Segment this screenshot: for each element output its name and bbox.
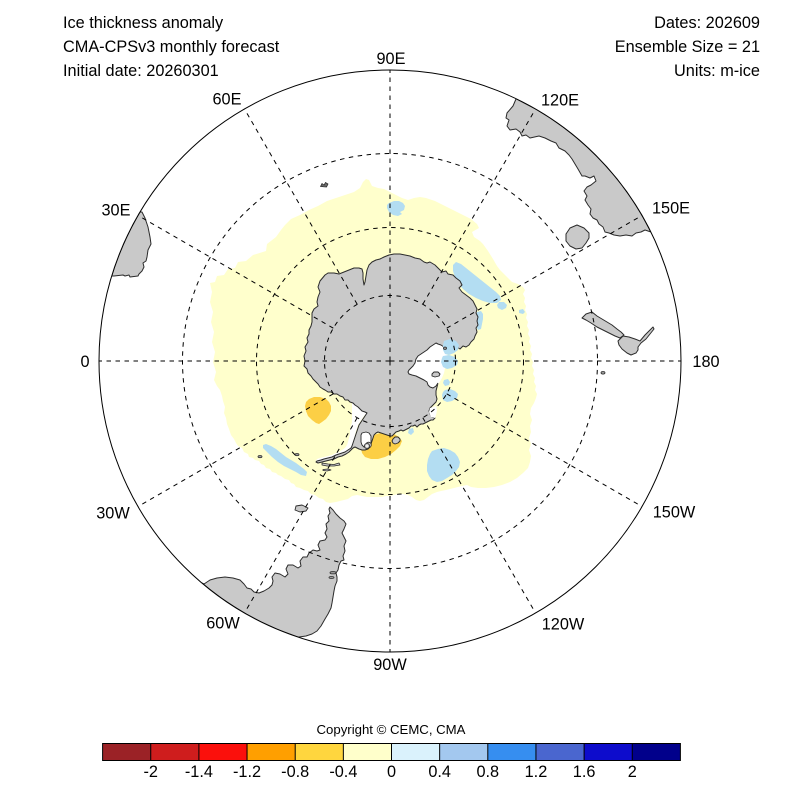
svg-text:Copyright © CEMC, CMA: Copyright © CEMC, CMA xyxy=(317,722,466,737)
svg-text:Ice thickness anomaly: Ice thickness anomaly xyxy=(63,14,224,32)
svg-text:0.8: 0.8 xyxy=(476,763,499,781)
svg-text:-2: -2 xyxy=(144,763,158,781)
svg-text:30E: 30E xyxy=(102,202,131,220)
svg-text:-1.4: -1.4 xyxy=(185,763,213,781)
svg-text:90W: 90W xyxy=(373,656,407,674)
svg-text:-0.4: -0.4 xyxy=(329,763,357,781)
svg-text:Dates: 202609: Dates: 202609 xyxy=(654,14,760,32)
svg-text:0: 0 xyxy=(387,763,396,781)
svg-text:0.4: 0.4 xyxy=(428,763,451,781)
svg-text:120W: 120W xyxy=(542,616,585,634)
svg-text:2: 2 xyxy=(628,763,637,781)
svg-text:Ensemble Size = 21: Ensemble Size = 21 xyxy=(615,38,760,56)
svg-text:60E: 60E xyxy=(213,91,242,109)
svg-text:30W: 30W xyxy=(96,505,130,523)
svg-text:90E: 90E xyxy=(377,50,406,68)
svg-text:1.6: 1.6 xyxy=(573,763,596,781)
svg-text:60W: 60W xyxy=(206,615,240,633)
svg-text:0: 0 xyxy=(80,353,89,371)
svg-text:-0.8: -0.8 xyxy=(281,763,309,781)
svg-text:-1.2: -1.2 xyxy=(233,763,261,781)
svg-text:CMA-CPSv3 monthly forecast: CMA-CPSv3 monthly forecast xyxy=(63,38,280,56)
svg-text:Initial date: 20260301: Initial date: 20260301 xyxy=(63,62,219,80)
svg-text:180: 180 xyxy=(692,353,719,371)
svg-text:150E: 150E xyxy=(652,200,690,218)
svg-text:1.2: 1.2 xyxy=(525,763,548,781)
svg-text:150W: 150W xyxy=(653,504,696,522)
svg-text:120E: 120E xyxy=(541,92,579,110)
svg-text:Units: m-ice: Units: m-ice xyxy=(674,62,760,80)
